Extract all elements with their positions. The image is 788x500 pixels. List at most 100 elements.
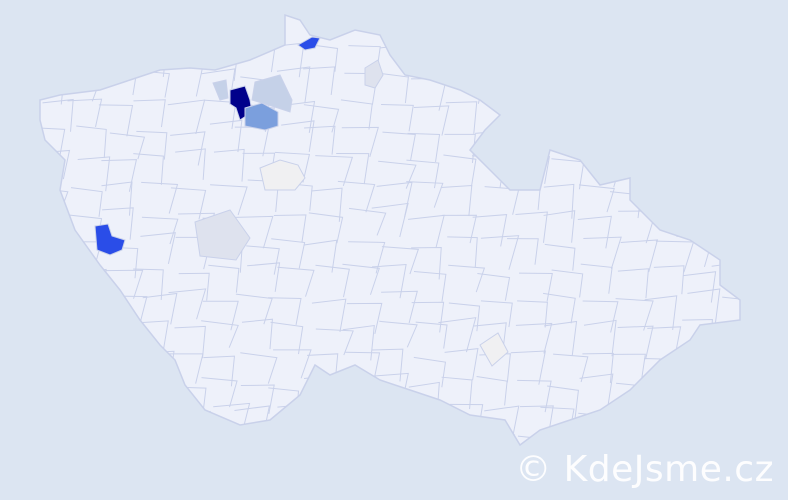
district-border xyxy=(315,155,354,187)
district-level-min[interactable] xyxy=(194,209,251,261)
district-border xyxy=(750,403,783,432)
district-border xyxy=(544,243,576,271)
district-border xyxy=(544,320,578,356)
district-border xyxy=(480,300,513,328)
district-border xyxy=(140,232,176,264)
district-border xyxy=(271,238,306,269)
district-border xyxy=(643,384,682,415)
district-border xyxy=(512,68,551,99)
district-border xyxy=(40,218,72,246)
district-border xyxy=(751,102,781,129)
district-border xyxy=(442,214,478,244)
district-border xyxy=(647,326,682,356)
district-border xyxy=(484,74,524,106)
district-border xyxy=(516,41,550,73)
district-border xyxy=(746,151,781,182)
district-border xyxy=(444,348,479,381)
district-border xyxy=(653,265,685,295)
district-border xyxy=(722,350,740,381)
district-border xyxy=(647,180,684,211)
district-border xyxy=(721,188,740,216)
district-border xyxy=(348,207,387,236)
district-border xyxy=(376,181,413,217)
district-border xyxy=(621,75,654,103)
district-border xyxy=(304,440,338,445)
district-border xyxy=(167,353,204,384)
district-level-high[interactable] xyxy=(297,36,321,51)
district-border xyxy=(201,320,239,348)
district-border xyxy=(612,99,652,131)
district-border xyxy=(515,322,553,354)
district-border xyxy=(750,76,781,106)
district-border xyxy=(240,384,275,414)
district-border xyxy=(144,435,182,445)
district-border xyxy=(109,132,146,160)
district-border xyxy=(40,43,69,76)
district-border xyxy=(686,405,724,441)
district-border xyxy=(506,238,539,265)
district-border xyxy=(405,40,440,71)
district-border xyxy=(614,406,653,443)
district-level-min[interactable] xyxy=(364,59,384,89)
district-border xyxy=(574,129,609,157)
district-border xyxy=(371,202,409,238)
district-border xyxy=(40,300,75,334)
district-border xyxy=(270,321,304,355)
district-border xyxy=(274,151,311,183)
district-border xyxy=(447,236,478,268)
district-border xyxy=(718,99,740,131)
district-border xyxy=(746,386,779,417)
district-border xyxy=(553,50,592,82)
district-border xyxy=(484,405,520,440)
district-border xyxy=(245,430,277,445)
district-border xyxy=(241,318,273,350)
district-border xyxy=(507,97,541,129)
district-border xyxy=(276,66,311,103)
district-border xyxy=(411,246,442,280)
district-border xyxy=(480,235,520,270)
district-border xyxy=(273,349,312,379)
district-border xyxy=(100,378,136,413)
district-border xyxy=(41,272,80,300)
district-border xyxy=(756,267,788,302)
district-border xyxy=(306,43,339,72)
district-border xyxy=(583,319,617,357)
district-level-low[interactable] xyxy=(251,74,293,113)
district-border xyxy=(339,378,375,411)
district-border xyxy=(135,404,173,434)
district-border xyxy=(543,183,575,219)
district-border xyxy=(315,264,350,298)
district-border xyxy=(714,149,740,180)
district-border xyxy=(510,350,546,385)
district-border xyxy=(337,180,376,213)
district-border xyxy=(721,324,740,362)
district-border xyxy=(281,100,316,133)
district-border xyxy=(67,98,103,128)
district-level-high[interactable] xyxy=(94,223,126,256)
district-border xyxy=(410,406,443,438)
district-border xyxy=(448,440,483,445)
district-border xyxy=(749,210,782,241)
district-border xyxy=(281,120,315,153)
district-border xyxy=(519,272,553,302)
district-border xyxy=(543,292,576,324)
district-border xyxy=(303,104,340,133)
district-border xyxy=(689,44,728,75)
district-border xyxy=(379,320,418,348)
district-level-neutral[interactable] xyxy=(259,159,306,191)
district-border xyxy=(711,46,740,76)
district-border xyxy=(213,148,245,182)
district-border xyxy=(273,431,312,445)
district-border xyxy=(136,130,168,160)
district-border xyxy=(413,356,447,388)
district-level-low[interactable] xyxy=(212,79,229,101)
district-border xyxy=(101,181,133,216)
district-border xyxy=(618,128,656,156)
district-level-neutral[interactable] xyxy=(479,332,509,367)
district-border xyxy=(515,211,548,243)
district-border xyxy=(133,99,166,128)
district-border xyxy=(98,319,138,349)
district-border xyxy=(477,273,511,301)
district-border xyxy=(443,154,477,187)
